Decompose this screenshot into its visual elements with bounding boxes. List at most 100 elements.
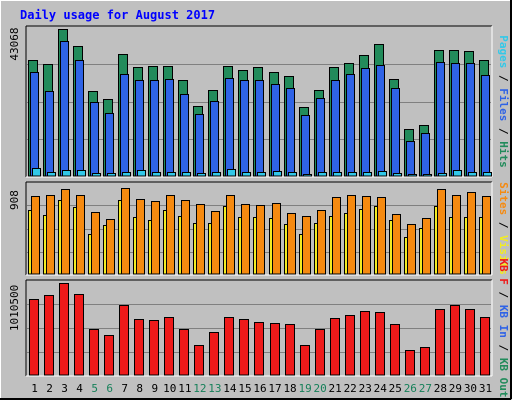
panel-visits-legend-part: Visits bbox=[497, 235, 510, 275]
bar-files-day-10 bbox=[165, 79, 174, 177]
bar-kbytes-day-22 bbox=[345, 315, 355, 376]
bar-pages-day-28 bbox=[438, 173, 447, 177]
x-tick-label-day-16: 16 bbox=[253, 382, 266, 395]
bar-files-day-27 bbox=[421, 133, 430, 177]
panel-visits-ymax-label: 908 bbox=[8, 190, 21, 210]
bar-sites-day-13 bbox=[211, 211, 220, 275]
bar-sites-day-15 bbox=[241, 204, 250, 275]
bar-sites-day-22 bbox=[347, 195, 356, 275]
x-tick-label-day-21: 21 bbox=[329, 382, 342, 395]
bar-files-day-4 bbox=[75, 60, 84, 177]
bar-sites-day-4 bbox=[76, 195, 85, 275]
bar-kbytes-day-8 bbox=[134, 319, 144, 376]
bar-files-day-1 bbox=[30, 72, 39, 177]
x-tick-label-day-19: 19 bbox=[298, 382, 311, 395]
bar-kbytes-day-30 bbox=[465, 309, 475, 376]
bar-kbytes-day-5 bbox=[89, 329, 99, 376]
bar-pages-day-19 bbox=[303, 174, 312, 177]
bar-kbytes-day-27 bbox=[420, 347, 430, 376]
panel-hits-legend-part: Hits bbox=[497, 141, 510, 168]
bar-sites-day-18 bbox=[287, 213, 296, 275]
bar-files-day-15 bbox=[240, 80, 249, 177]
bar-pages-day-24 bbox=[378, 171, 387, 177]
bar-sites-day-5 bbox=[91, 212, 100, 275]
x-tick-label-day-15: 15 bbox=[238, 382, 251, 395]
bar-sites-day-17 bbox=[272, 203, 281, 275]
bar-sites-day-19 bbox=[302, 216, 311, 275]
x-tick-label-day-23: 23 bbox=[359, 382, 372, 395]
x-tick-label-day-30: 30 bbox=[464, 382, 477, 395]
panel-kb-legend: KB F / KB In / KB Out bbox=[497, 258, 510, 397]
bar-kbytes-day-11 bbox=[179, 329, 189, 376]
bar-pages-day-2 bbox=[47, 172, 56, 177]
bar-sites-day-12 bbox=[196, 204, 205, 275]
bar-sites-day-6 bbox=[106, 219, 115, 275]
bar-files-day-16 bbox=[255, 80, 264, 177]
bar-kbytes-day-16 bbox=[254, 322, 264, 376]
chart-title: Daily usage for August 2017 bbox=[20, 8, 215, 22]
panel-kb-legend-part: / bbox=[497, 285, 510, 305]
bar-files-day-25 bbox=[391, 88, 400, 177]
bar-sites-day-28 bbox=[437, 189, 446, 275]
bar-files-day-21 bbox=[331, 80, 340, 177]
bar-pages-day-14 bbox=[227, 169, 236, 177]
panel-kbytes bbox=[25, 279, 493, 377]
bar-kbytes-day-29 bbox=[450, 305, 460, 376]
bar-kbytes-day-20 bbox=[315, 329, 325, 376]
bar-files-day-2 bbox=[45, 91, 54, 177]
x-tick-label-day-10: 10 bbox=[163, 382, 176, 395]
x-tick-label-day-9: 9 bbox=[151, 382, 158, 395]
bar-pages-day-21 bbox=[333, 172, 342, 177]
bar-pages-day-16 bbox=[257, 172, 266, 177]
bar-pages-day-26 bbox=[408, 174, 417, 177]
bar-kbytes-day-10 bbox=[164, 317, 174, 376]
x-tick-label-day-2: 2 bbox=[46, 382, 53, 395]
bar-kbytes-day-14 bbox=[224, 317, 234, 376]
bar-sites-day-26 bbox=[407, 224, 416, 275]
bar-files-day-24 bbox=[376, 65, 385, 177]
bar-files-day-14 bbox=[225, 78, 234, 177]
bar-sites-day-27 bbox=[422, 218, 431, 275]
bar-pages-day-12 bbox=[197, 173, 206, 177]
bar-files-day-8 bbox=[135, 80, 144, 177]
x-axis-tick-labels: 1 2 3 4 5 6 7 8 9 10 11 12 13 14 15 16 17 18 19 20 21 22 23 24 2… bbox=[31, 382, 492, 395]
x-tick-label-day-6: 6 bbox=[106, 382, 113, 395]
x-tick-label-day-14: 14 bbox=[223, 382, 237, 395]
bar-kbytes-day-31 bbox=[480, 317, 490, 376]
bar-sites-day-29 bbox=[452, 195, 461, 275]
x-tick-label-day-22: 22 bbox=[344, 382, 357, 395]
bar-sites-day-2 bbox=[46, 195, 55, 275]
bar-kbytes-day-15 bbox=[239, 319, 249, 376]
bar-pages-day-4 bbox=[77, 170, 86, 177]
bar-sites-day-16 bbox=[256, 205, 265, 275]
bar-kbytes-day-13 bbox=[209, 332, 219, 376]
bar-pages-day-10 bbox=[167, 172, 176, 177]
bar-files-day-31 bbox=[481, 75, 490, 177]
bar-kbytes-day-25 bbox=[390, 324, 400, 376]
bar-pages-day-7 bbox=[122, 172, 131, 177]
bar-files-day-7 bbox=[120, 74, 129, 177]
bar-files-day-22 bbox=[346, 74, 355, 177]
bar-sites-day-10 bbox=[166, 195, 175, 275]
panel-visits-legend-part: / bbox=[497, 215, 510, 235]
bar-pages-day-20 bbox=[318, 172, 327, 177]
x-tick-label-day-17: 17 bbox=[268, 382, 281, 395]
bar-kbytes-day-18 bbox=[285, 324, 295, 376]
bar-pages-day-15 bbox=[242, 172, 251, 177]
bar-kbytes-day-19 bbox=[300, 345, 310, 376]
bar-sites-day-1 bbox=[31, 196, 40, 275]
bar-sites-day-25 bbox=[392, 214, 401, 275]
x-tick-label-day-1: 1 bbox=[31, 382, 38, 395]
bar-kbytes-day-21 bbox=[330, 318, 340, 376]
bar-pages-day-9 bbox=[152, 172, 161, 177]
panel-hits-legend-part: / bbox=[497, 68, 510, 88]
panel-kb-legend-part: KB F bbox=[497, 258, 510, 285]
x-tick-label-day-7: 7 bbox=[121, 382, 128, 395]
x-tick-label-day-13: 13 bbox=[208, 382, 221, 395]
bar-pages-day-31 bbox=[483, 172, 492, 177]
bar-sites-day-3 bbox=[61, 189, 70, 275]
x-tick-label-day-29: 29 bbox=[449, 382, 462, 395]
bar-pages-day-8 bbox=[137, 170, 146, 177]
